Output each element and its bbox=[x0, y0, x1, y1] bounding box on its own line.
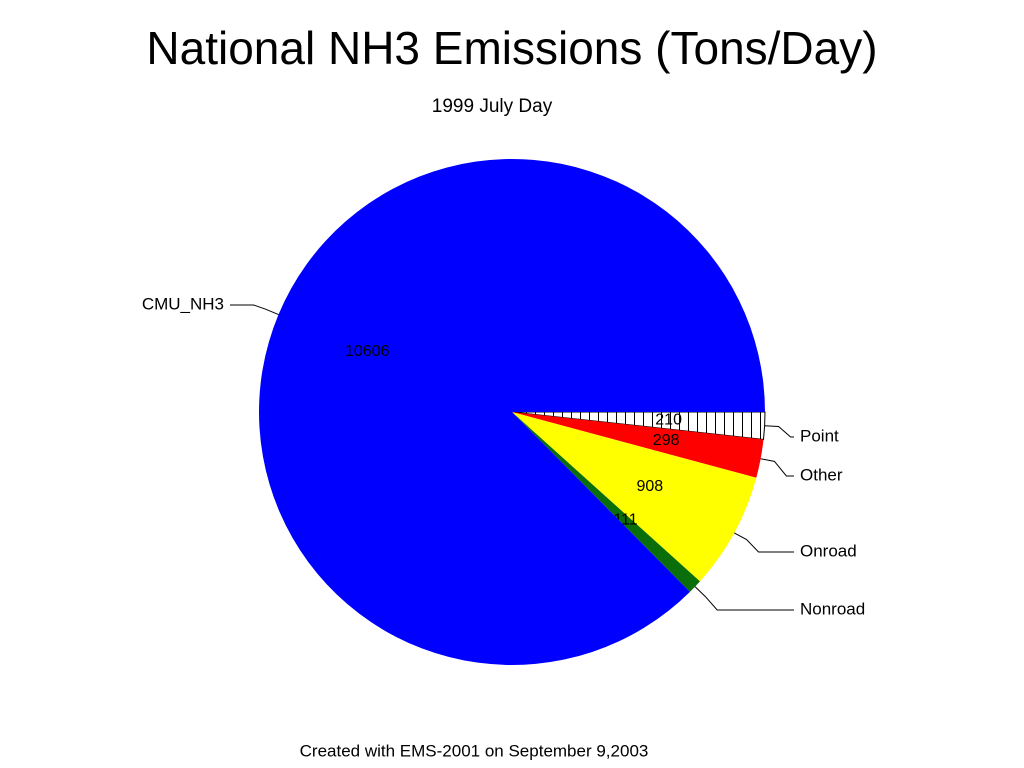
slice-label: Other bbox=[800, 465, 843, 484]
leader-line bbox=[764, 425, 794, 438]
pie-slice bbox=[511, 411, 766, 441]
value-label: 908 bbox=[636, 478, 663, 495]
pie-slice bbox=[512, 412, 764, 478]
value-label: 10606 bbox=[345, 343, 390, 360]
slice-label: CMU_NH3 bbox=[142, 294, 224, 313]
pie: 210Point298Other908Onroad111Nonroad10606… bbox=[142, 159, 865, 666]
value-label: 210 bbox=[655, 412, 682, 429]
slice-label: Onroad bbox=[800, 541, 857, 560]
pie-slice bbox=[512, 412, 700, 592]
leader-line bbox=[230, 304, 279, 316]
chart-title: National NH3 Emissions (Tons/Day) bbox=[146, 22, 877, 74]
leader-line bbox=[734, 532, 794, 553]
leader-line bbox=[694, 586, 794, 611]
slice-label: Nonroad bbox=[800, 599, 865, 618]
slice-label: Point bbox=[800, 426, 839, 445]
value-label: 298 bbox=[653, 432, 680, 449]
pie-slice bbox=[512, 412, 757, 582]
leader-line bbox=[760, 458, 794, 477]
footer: Created with EMS-2001 on September 9,200… bbox=[300, 741, 649, 760]
pie-slice bbox=[259, 159, 765, 666]
chart-subtitle: 1999 July Day bbox=[432, 96, 553, 117]
